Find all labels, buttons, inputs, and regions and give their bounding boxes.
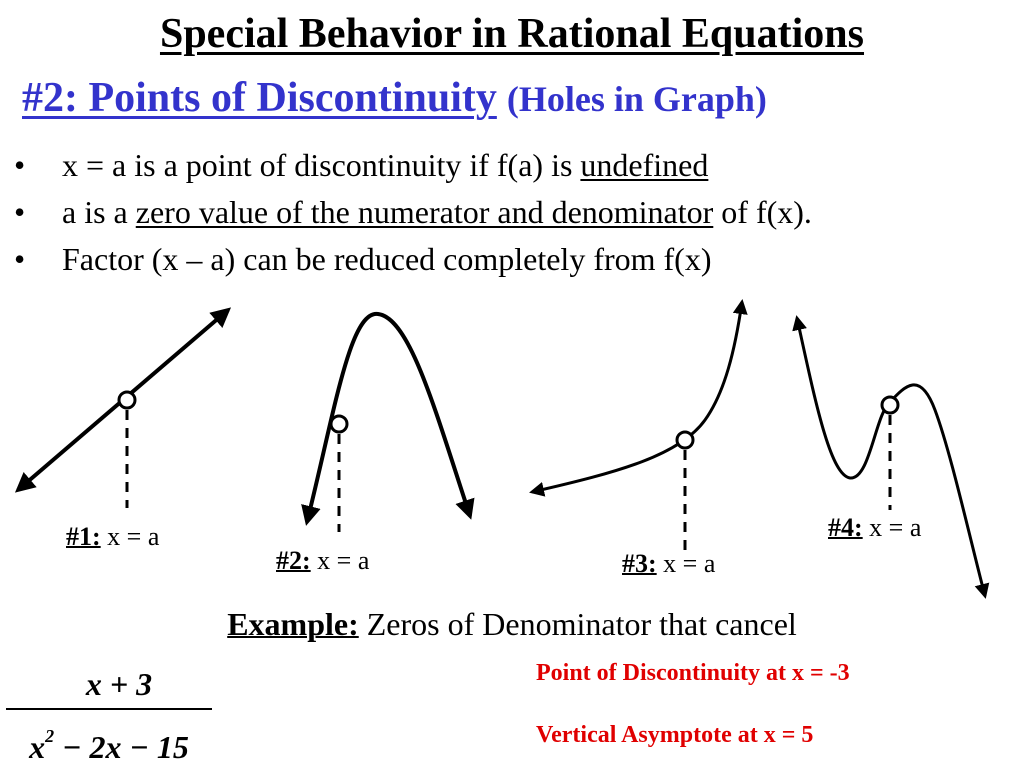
graph-number: #2: xyxy=(276,546,311,575)
bullet-emphasis: zero value of the numerator and denomina… xyxy=(135,194,714,230)
asymptote-note: Vertical Asymptote at x = 5 xyxy=(536,722,814,748)
graph-number: #4: xyxy=(828,513,863,542)
denominator-variable: x xyxy=(29,729,46,765)
graph-2-curve xyxy=(301,311,475,526)
subtitle-paren: (Holes in Graph) xyxy=(506,79,767,119)
example-text: Zeros of Denominator that cancel xyxy=(358,606,797,642)
bullet-text: Factor (x – a) can be reduced completely… xyxy=(62,241,712,277)
graph-1-hole xyxy=(117,390,137,410)
bullet-item: • a is a zero value of the numerator and… xyxy=(14,189,812,236)
graph-4-label: #4: x = a xyxy=(828,513,921,543)
denominator-rest: − 2x − 15 xyxy=(54,729,189,765)
graph-equation: x = a xyxy=(862,513,922,542)
graph-1-label: #1: x = a xyxy=(66,522,159,552)
graph-3-curve xyxy=(529,299,748,497)
fraction-denominator: x2 − 2x − 15 xyxy=(6,716,212,767)
graph-2 xyxy=(301,311,475,532)
graph-equation: x = a xyxy=(100,522,160,551)
bullet-marker: • xyxy=(14,147,26,183)
bullet-emphasis: undefined xyxy=(580,147,709,183)
bullet-marker: • xyxy=(14,241,26,277)
graph-number: #1: xyxy=(66,522,101,551)
rational-expression: x + 3 x2 − 2x − 15 xyxy=(6,664,212,767)
graph-4-hole xyxy=(880,395,900,415)
graph-1 xyxy=(14,307,232,508)
graph-3 xyxy=(529,299,748,555)
graph-2-label: #2: x = a xyxy=(276,546,369,576)
bullet-text: of f(x). xyxy=(713,194,812,230)
slide-title: Special Behavior in Rational Equations xyxy=(159,11,865,57)
graph-3-hole xyxy=(675,430,695,450)
graph-equation: x = a xyxy=(310,546,370,575)
bullet-text: x = a is a point of discontinuity if f(a… xyxy=(62,147,581,183)
bullet-text: a is a xyxy=(62,194,136,230)
graph-3-label: #3: x = a xyxy=(622,549,715,579)
bullet-list: • x = a is a point of discontinuity if f… xyxy=(14,142,812,283)
graph-number: #3: xyxy=(622,549,657,578)
bullet-item: • Factor (x – a) can be reduced complete… xyxy=(14,236,812,283)
bullet-item: • x = a is a point of discontinuity if f… xyxy=(14,142,812,189)
discontinuity-graphs xyxy=(14,299,990,599)
bullet-marker: • xyxy=(14,194,26,230)
denominator-exponent: 2 xyxy=(45,726,55,746)
graph-2-hole xyxy=(329,414,349,434)
example-caption: Example: Zeros of Denominator that cance… xyxy=(0,604,1024,644)
subtitle-main: #2: Points of Discontinuity xyxy=(22,75,497,121)
slide-subtitle: #2: Points of Discontinuity (Holes in Gr… xyxy=(22,70,767,135)
graph-equation: x = a xyxy=(656,549,716,578)
fraction-numerator: x + 3 xyxy=(85,666,153,702)
discontinuity-note: Point of Discontinuity at x = -3 xyxy=(536,660,850,686)
fraction-bar xyxy=(6,708,212,710)
example-heading: Example: xyxy=(227,606,359,642)
graph-4 xyxy=(792,315,990,599)
